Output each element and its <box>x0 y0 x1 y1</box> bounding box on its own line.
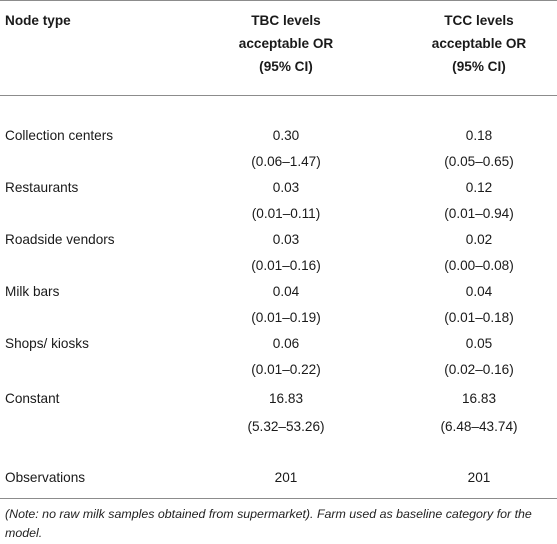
tbc-ci: (0.01–0.22) <box>251 362 321 377</box>
tcc-ci: (0.05–0.65) <box>444 154 514 169</box>
header-tcc-line-2: acceptable OR <box>431 36 527 51</box>
tbc-or: 0.06 <box>272 336 300 351</box>
observations-tbc: 201 <box>274 470 298 485</box>
tcc-or: 16.83 <box>461 391 497 406</box>
tbc-ci: (5.32–53.26) <box>247 419 325 434</box>
header-tbc-line-2: acceptable OR <box>238 36 334 51</box>
header-tbc: TBC levels acceptable OR (95% CI) <box>211 9 361 78</box>
tbc-or: 0.30 <box>272 128 300 143</box>
observations-label: Observations <box>5 470 86 485</box>
header-tbc-line-3: (95% CI) <box>259 59 313 74</box>
tbc-ci: (0.01–0.19) <box>251 310 321 325</box>
top-rule <box>0 0 557 1</box>
header-tbc-line-1: TBC levels <box>251 13 321 28</box>
row-label: Milk bars <box>5 284 60 299</box>
tcc-or: 0.02 <box>465 232 493 247</box>
tbc-or: 0.04 <box>272 284 300 299</box>
row-label: Collection centers <box>5 128 114 143</box>
header-rule <box>0 95 557 96</box>
header-tcc-line-1: TCC levels <box>444 13 514 28</box>
row-label: Constant <box>5 391 60 406</box>
table-footnote: (Note: no raw milk samples obtained from… <box>5 507 532 540</box>
row-label: Roadside vendors <box>5 232 115 247</box>
tcc-ci: (6.48–43.74) <box>440 419 518 434</box>
header-tcc: TCC levels acceptable OR (95% CI) <box>404 9 554 78</box>
tbc-or: 0.03 <box>272 232 300 247</box>
tbc-or: 0.03 <box>272 180 300 195</box>
row-label: Restaurants <box>5 180 79 195</box>
tcc-ci: (0.00–0.08) <box>444 258 514 273</box>
tcc-or: 0.05 <box>465 336 493 351</box>
header-tcc-line-3: (95% CI) <box>452 59 506 74</box>
observations-tcc: 201 <box>467 470 491 485</box>
tcc-ci: (0.01–0.18) <box>444 310 514 325</box>
tbc-or: 16.83 <box>268 391 304 406</box>
tcc-ci: (0.02–0.16) <box>444 362 514 377</box>
tbc-ci: (0.01–0.11) <box>251 206 321 221</box>
tbc-ci: (0.01–0.16) <box>251 258 321 273</box>
tbc-ci: (0.06–1.47) <box>251 154 321 169</box>
header-node-type: Node type <box>5 13 71 28</box>
tcc-ci: (0.01–0.94) <box>444 206 514 221</box>
tcc-or: 0.18 <box>465 128 493 143</box>
bottom-rule <box>0 498 557 499</box>
tcc-or: 0.12 <box>465 180 493 195</box>
tcc-or: 0.04 <box>465 284 493 299</box>
row-label: Shops/ kiosks <box>5 336 89 351</box>
